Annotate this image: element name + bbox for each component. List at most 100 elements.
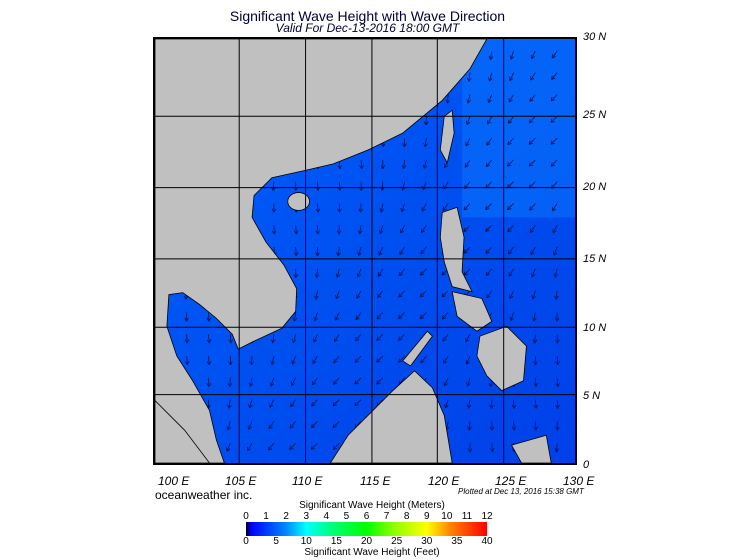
wave-arrow xyxy=(528,159,536,167)
colorbar-tick: 9 xyxy=(423,511,430,522)
wave-arrow xyxy=(228,334,233,344)
wave-arrow xyxy=(422,159,428,169)
wave-arrow xyxy=(334,333,340,343)
wave-arrow xyxy=(467,421,472,431)
wave-arrow xyxy=(485,224,493,232)
colorbar-tick: 30 xyxy=(421,536,433,547)
wave-arrow xyxy=(397,312,405,320)
wave-arrow xyxy=(528,137,536,145)
lat-label: 20 N xyxy=(583,181,607,193)
wave-arrow xyxy=(398,290,405,298)
lon-label: 130 E xyxy=(563,474,595,488)
lat-label: 25 N xyxy=(583,109,607,121)
wave-arrow xyxy=(376,355,384,363)
colorbar-tick: 40 xyxy=(481,536,493,547)
wave-arrow xyxy=(184,312,189,322)
wave-arrow xyxy=(530,50,536,60)
wave-arrow xyxy=(378,225,384,235)
wave-arrow xyxy=(441,290,449,298)
wave-arrow xyxy=(489,421,495,431)
wave-arrow xyxy=(332,442,340,451)
wave-arrow xyxy=(551,50,558,59)
wave-arrow xyxy=(553,268,558,278)
wave-arrow xyxy=(485,159,493,168)
wave-arrow xyxy=(423,116,429,126)
colorbar-tick: 5 xyxy=(343,511,350,522)
colorbar-tick: 7 xyxy=(383,511,390,522)
colorbar-tick: 2 xyxy=(283,511,289,522)
lon-label: 105 E xyxy=(225,474,257,488)
lon-label: 120 E xyxy=(428,474,460,488)
wave-arrow xyxy=(354,377,362,385)
wave-arrow xyxy=(550,159,558,167)
wave-arrow xyxy=(529,225,536,233)
wave-arrow xyxy=(445,94,450,104)
wave-arrow xyxy=(248,399,253,409)
colorbar-tick: 3 xyxy=(303,511,310,522)
wave-arrow xyxy=(486,290,493,299)
wave-arrow xyxy=(270,334,276,344)
wave-arrow xyxy=(463,224,471,232)
wave-arrow xyxy=(551,72,558,80)
wave-arrow xyxy=(377,268,384,277)
wave-arrow xyxy=(315,225,321,235)
wave-arrow xyxy=(554,443,560,453)
wave-arrow xyxy=(485,203,493,211)
wave-arrow xyxy=(529,116,536,124)
wave-arrow xyxy=(507,224,514,233)
wave-arrow xyxy=(444,399,449,409)
wave-arrow xyxy=(271,203,277,213)
wave-map xyxy=(153,37,577,465)
sumatra xyxy=(155,400,210,463)
colorbar-tick: 11 xyxy=(461,511,473,522)
wave-arrow xyxy=(291,355,297,365)
wave-arrow xyxy=(293,247,299,257)
colorbar-tick: 0 xyxy=(243,511,249,522)
wave-arrow xyxy=(555,355,560,366)
wave-arrow xyxy=(312,355,318,364)
wave-arrow xyxy=(315,203,321,213)
wave-arrow xyxy=(336,225,342,235)
hainan xyxy=(287,192,310,211)
wave-arrow xyxy=(354,355,362,363)
wave-arrow xyxy=(357,246,362,256)
wave-arrow xyxy=(485,268,493,277)
wave-arrow xyxy=(465,355,471,365)
wave-arrow xyxy=(554,290,559,300)
wave-arrow xyxy=(355,312,362,321)
wave-arrow xyxy=(289,442,296,451)
colorbar-tick: 10 xyxy=(441,511,453,522)
colorbar-tick: 8 xyxy=(403,511,410,522)
wave-arrow xyxy=(226,421,231,431)
lat-label: 5 N xyxy=(583,390,601,402)
wave-arrow xyxy=(376,312,384,320)
wave-arrow xyxy=(397,333,405,341)
wave-arrow xyxy=(400,203,405,213)
wave-arrow xyxy=(508,268,514,277)
feet-ticks: 0 5 10 15 20 25 30 35 40 xyxy=(243,536,492,548)
wave-arrow xyxy=(531,290,536,300)
wave-arrow xyxy=(488,50,494,60)
colorbar-tick: 35 xyxy=(451,536,463,547)
wave-arrow xyxy=(354,333,362,342)
wave-arrow xyxy=(443,377,449,387)
land xyxy=(155,39,552,463)
wave-arrow xyxy=(419,290,427,298)
wave-arrow xyxy=(551,203,558,212)
wave-arrow xyxy=(270,355,275,365)
wave-arrow xyxy=(402,138,407,148)
wave-arrow xyxy=(249,355,254,366)
wave-arrow xyxy=(337,203,342,213)
wave-arrow xyxy=(466,94,471,104)
wave-arrow xyxy=(489,399,494,409)
wave-arrow xyxy=(555,334,560,344)
wave-arrow xyxy=(377,290,384,299)
wave-arrow xyxy=(550,94,558,102)
wave-arrow xyxy=(269,377,275,387)
wave-arrow xyxy=(489,443,495,453)
wave-arrow xyxy=(335,290,340,300)
wave-arrow xyxy=(356,268,362,278)
wave-arrow xyxy=(533,421,539,431)
wave-arrow xyxy=(507,246,514,255)
colorbar-tick: 15 xyxy=(330,536,342,547)
